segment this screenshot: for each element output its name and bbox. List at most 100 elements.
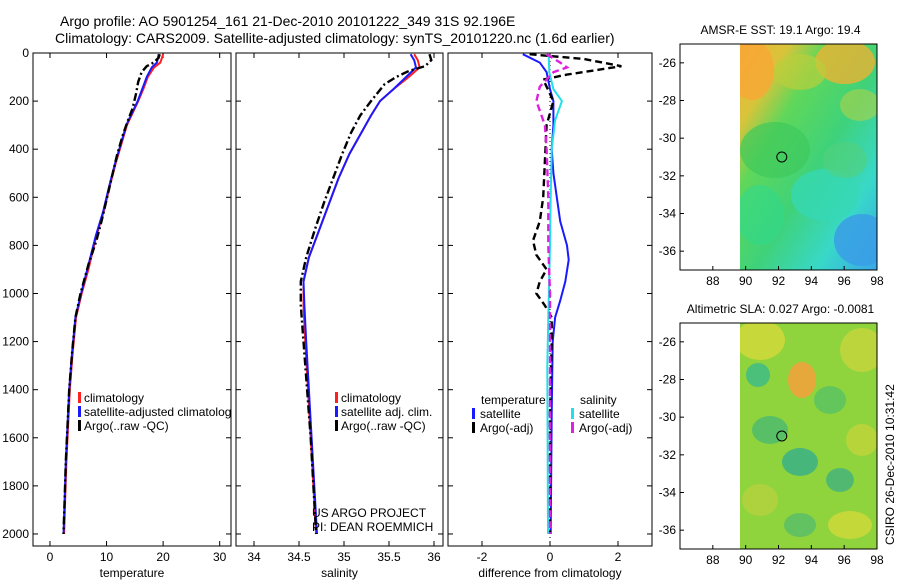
- legend-label: satellite: [480, 407, 521, 421]
- x-tick-label: 90: [739, 553, 753, 567]
- legend-label: satellite-adjusted climatolog: [84, 405, 231, 419]
- y-tick-label: -36: [659, 244, 677, 258]
- difference-panel: -2 0 2 difference from climatology temperatu…: [447, 52, 653, 580]
- salinity-panel: 34 34.5 35 35.5 36 salinity climatologysatelli…: [235, 52, 444, 580]
- series-line-argo-raw-qc-: [62, 53, 161, 535]
- y-tick-label: 0: [22, 46, 29, 60]
- x-tick-label: 90: [739, 274, 753, 288]
- x-tick-label: 30: [213, 550, 227, 564]
- x-tick-label: 10: [100, 550, 114, 564]
- y-tick-label: -28: [659, 94, 677, 108]
- series-line-satellite-adjusted-climatolog: [62, 54, 160, 535]
- legend-group-title: temperature: [481, 393, 546, 407]
- x-tick-label: 96: [837, 553, 851, 567]
- plot-frame: [235, 52, 444, 547]
- legend-swatch: [78, 420, 81, 431]
- x-tick-label: 88: [706, 274, 720, 288]
- x-tick-label: 92: [772, 274, 786, 288]
- map-title: AMSR-E SST: 19.1 Argo: 19.4: [700, 23, 860, 37]
- series-line-satellite-adj-clim-: [302, 53, 418, 535]
- legend-label: Argo(-adj): [579, 421, 632, 435]
- x-tick-label: 34: [247, 550, 261, 564]
- x-axis-label: temperature: [100, 566, 165, 580]
- legend-label: Argo(-adj): [480, 421, 533, 435]
- y-tick-label: -32: [659, 448, 677, 462]
- x-tick-label: 88: [706, 553, 720, 567]
- temperature-panel: 0 10 20 30 0 200 400 600 800 1000 1200 1400 1600 1800…: [2, 46, 232, 580]
- y-tick-label: 1000: [2, 286, 29, 300]
- legend-swatch: [571, 422, 574, 433]
- x-tick-label: 34.5: [287, 550, 311, 564]
- credit-label: CSIRO 26-Dec-2010 10:31:42: [883, 384, 897, 545]
- project-label: US ARGO PROJECT: [312, 506, 427, 520]
- legend-swatch: [472, 408, 475, 419]
- series-line-salinity-argo-adj-: [535, 53, 570, 534]
- legend-swatch: [335, 406, 338, 417]
- legend-swatch: [78, 406, 81, 417]
- legend-swatch: [571, 408, 574, 419]
- x-tick-label: 94: [805, 274, 819, 288]
- y-tick-label: -28: [659, 373, 677, 387]
- sst-field-blobs: [740, 44, 877, 266]
- argo-position-marker: [776, 151, 788, 163]
- y-tick-label: -32: [659, 169, 677, 183]
- legend-label: climatology: [341, 391, 401, 405]
- x-tick-label: 98: [870, 553, 884, 567]
- legend-swatch: [472, 422, 475, 433]
- y-tick-label: -26: [659, 335, 677, 349]
- legend-swatch: [335, 420, 338, 431]
- x-tick-label: 0: [47, 550, 54, 564]
- x-tick-label: 96: [837, 274, 851, 288]
- y-tick-label: 1800: [2, 479, 29, 493]
- legend-label: Argo(..raw -QC): [341, 419, 426, 433]
- x-tick-label: 98: [870, 274, 884, 288]
- x-axis-label: difference from climatology: [478, 566, 621, 580]
- y-tick-label: 1600: [2, 431, 29, 445]
- y-tick-label: 600: [9, 190, 29, 204]
- y-tick-label: -34: [659, 207, 677, 221]
- sla-map-panel: Altimetric SLA: 0.027 Argo: -0.0081 88 90 9…: [659, 302, 884, 567]
- series-line-climatology: [302, 53, 421, 535]
- x-axis-label: salinity: [321, 566, 358, 580]
- x-tick-label: 92: [772, 553, 786, 567]
- legend-label: satellite adj. clim.: [341, 405, 432, 419]
- legend-label: satellite: [579, 407, 620, 421]
- argo-position-marker: [776, 430, 788, 442]
- legend-group-title: salinity: [580, 393, 617, 407]
- y-tick-label: 800: [9, 238, 29, 252]
- x-tick-label: 35.5: [377, 550, 401, 564]
- x-tick-label: 94: [805, 553, 819, 567]
- series-line-salinity-satellite: [546, 54, 564, 535]
- x-tick-label: 35: [337, 550, 351, 564]
- y-tick-label: 200: [9, 94, 29, 108]
- y-tick-label: 2000: [2, 527, 29, 541]
- map-title: Altimetric SLA: 0.027 Argo: -0.0081: [687, 302, 875, 316]
- series-line-argo-raw-qc-: [299, 53, 433, 535]
- figure-title-line2: Climatology: CARS2009. Satellite-adjuste…: [55, 30, 615, 46]
- y-tick-label: 1200: [2, 335, 29, 349]
- y-tick-label: -36: [659, 523, 677, 537]
- y-tick-label: -30: [659, 410, 677, 424]
- figure-title-line1: Argo profile: AO 5901254_161 21-Dec-2010…: [60, 13, 515, 29]
- sla-field-blobs: [740, 323, 877, 539]
- y-tick-label: -30: [659, 131, 677, 145]
- series-line-climatology: [63, 53, 165, 535]
- y-tick-label: 400: [9, 142, 29, 156]
- x-tick-label: 2: [615, 550, 622, 564]
- x-tick-label: 20: [156, 550, 170, 564]
- pi-label: PI: DEAN ROEMMICH: [312, 520, 433, 534]
- x-tick-label: -2: [477, 550, 488, 564]
- y-tick-label: -26: [659, 56, 677, 70]
- plot-frame: [32, 52, 232, 547]
- y-tick-label: -34: [659, 486, 677, 500]
- legend-label: Argo(..raw -QC): [84, 419, 169, 433]
- legend-swatch: [78, 392, 81, 403]
- legend-swatch: [335, 392, 338, 403]
- series-line-temperature-argo-adj-: [529, 53, 622, 534]
- sst-map-panel: AMSR-E SST: 19.1 Argo: 19.4 88 90 92 94 96 98 -…: [659, 23, 884, 288]
- x-tick-label: 36: [427, 550, 441, 564]
- y-tick-label: 1400: [2, 383, 29, 397]
- series-line-temperature-satellite: [522, 53, 570, 535]
- x-tick-label: 0: [547, 550, 554, 564]
